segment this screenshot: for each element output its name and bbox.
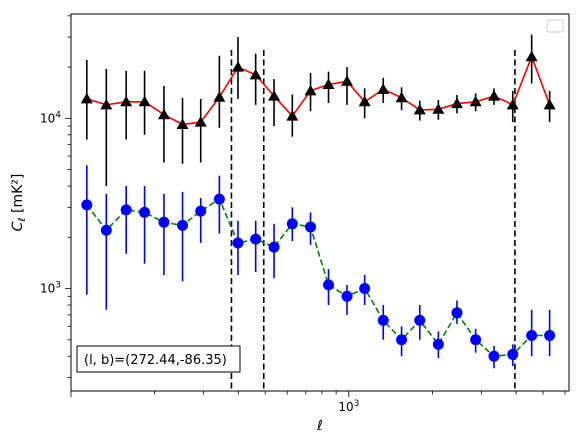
triangle-marker [176, 118, 189, 129]
triangle-marker [100, 98, 113, 110]
circle-marker [120, 204, 132, 216]
circle-marker [268, 241, 280, 253]
circle-marker [544, 329, 556, 341]
triangle-marker [341, 75, 354, 86]
triangle-marker [487, 90, 500, 101]
triangle-marker [249, 68, 262, 80]
circle-marker [81, 199, 93, 211]
circle-marker [359, 283, 371, 295]
circle-marker [432, 338, 444, 350]
triangle-marker [80, 92, 93, 104]
triangle-marker [413, 103, 426, 115]
plot-frame [70, 13, 570, 392]
plot-area [71, 14, 569, 391]
y-tick-label: 104 [40, 110, 61, 125]
triangle-marker [157, 108, 170, 120]
circle-marker [470, 334, 482, 346]
series-2 [81, 165, 556, 369]
triangle-marker [268, 90, 281, 101]
circle-marker [488, 350, 500, 362]
circle-marker [323, 279, 335, 291]
y-tick-label: 103 [40, 281, 61, 296]
triangle-marker [304, 84, 317, 96]
circle-marker [213, 193, 225, 205]
series-1 [80, 34, 556, 187]
triangle-marker [395, 91, 408, 103]
circle-marker [158, 216, 170, 228]
circle-marker [526, 329, 538, 341]
triangle-marker [377, 83, 390, 94]
triangle-marker [543, 98, 556, 110]
triangle-marker [322, 78, 335, 89]
circle-marker [507, 348, 519, 360]
circle-marker [341, 290, 353, 302]
circle-marker [305, 221, 317, 233]
circle-marker [451, 307, 463, 319]
triangle-marker [450, 97, 463, 109]
circle-marker [139, 206, 151, 218]
circle-marker [286, 218, 298, 230]
axis-ticks: 103 103 104 [40, 15, 566, 414]
legend-box [546, 19, 564, 33]
triangle-marker [194, 116, 207, 127]
triangle-marker [525, 50, 538, 62]
triangle-marker [286, 110, 299, 121]
triangle-marker [432, 103, 445, 114]
triangle-marker [506, 98, 519, 110]
annotation-text: (l, b)=(272.44,-86.35) [84, 353, 227, 368]
triangle-marker [138, 95, 151, 107]
circle-marker [232, 237, 244, 249]
x-axis-label: ℓ [316, 418, 323, 434]
triangle-marker [231, 61, 244, 72]
circle-marker [414, 314, 426, 326]
circle-marker [250, 233, 262, 245]
circle-marker [195, 205, 207, 217]
triangle-marker [213, 91, 226, 102]
triangle-marker [358, 95, 371, 107]
triangle-marker [120, 95, 133, 107]
series-layer [80, 34, 556, 369]
circle-marker [177, 219, 189, 231]
circle-marker [396, 334, 408, 346]
triangle-marker [469, 95, 482, 107]
circle-marker [100, 224, 112, 236]
circle-marker [377, 314, 389, 326]
annotation-box: (l, b)=(272.44,-86.35) [76, 345, 241, 373]
x-tick-label: 103 [338, 399, 359, 414]
y-axis-label: Cℓ [mK²] [10, 174, 28, 232]
